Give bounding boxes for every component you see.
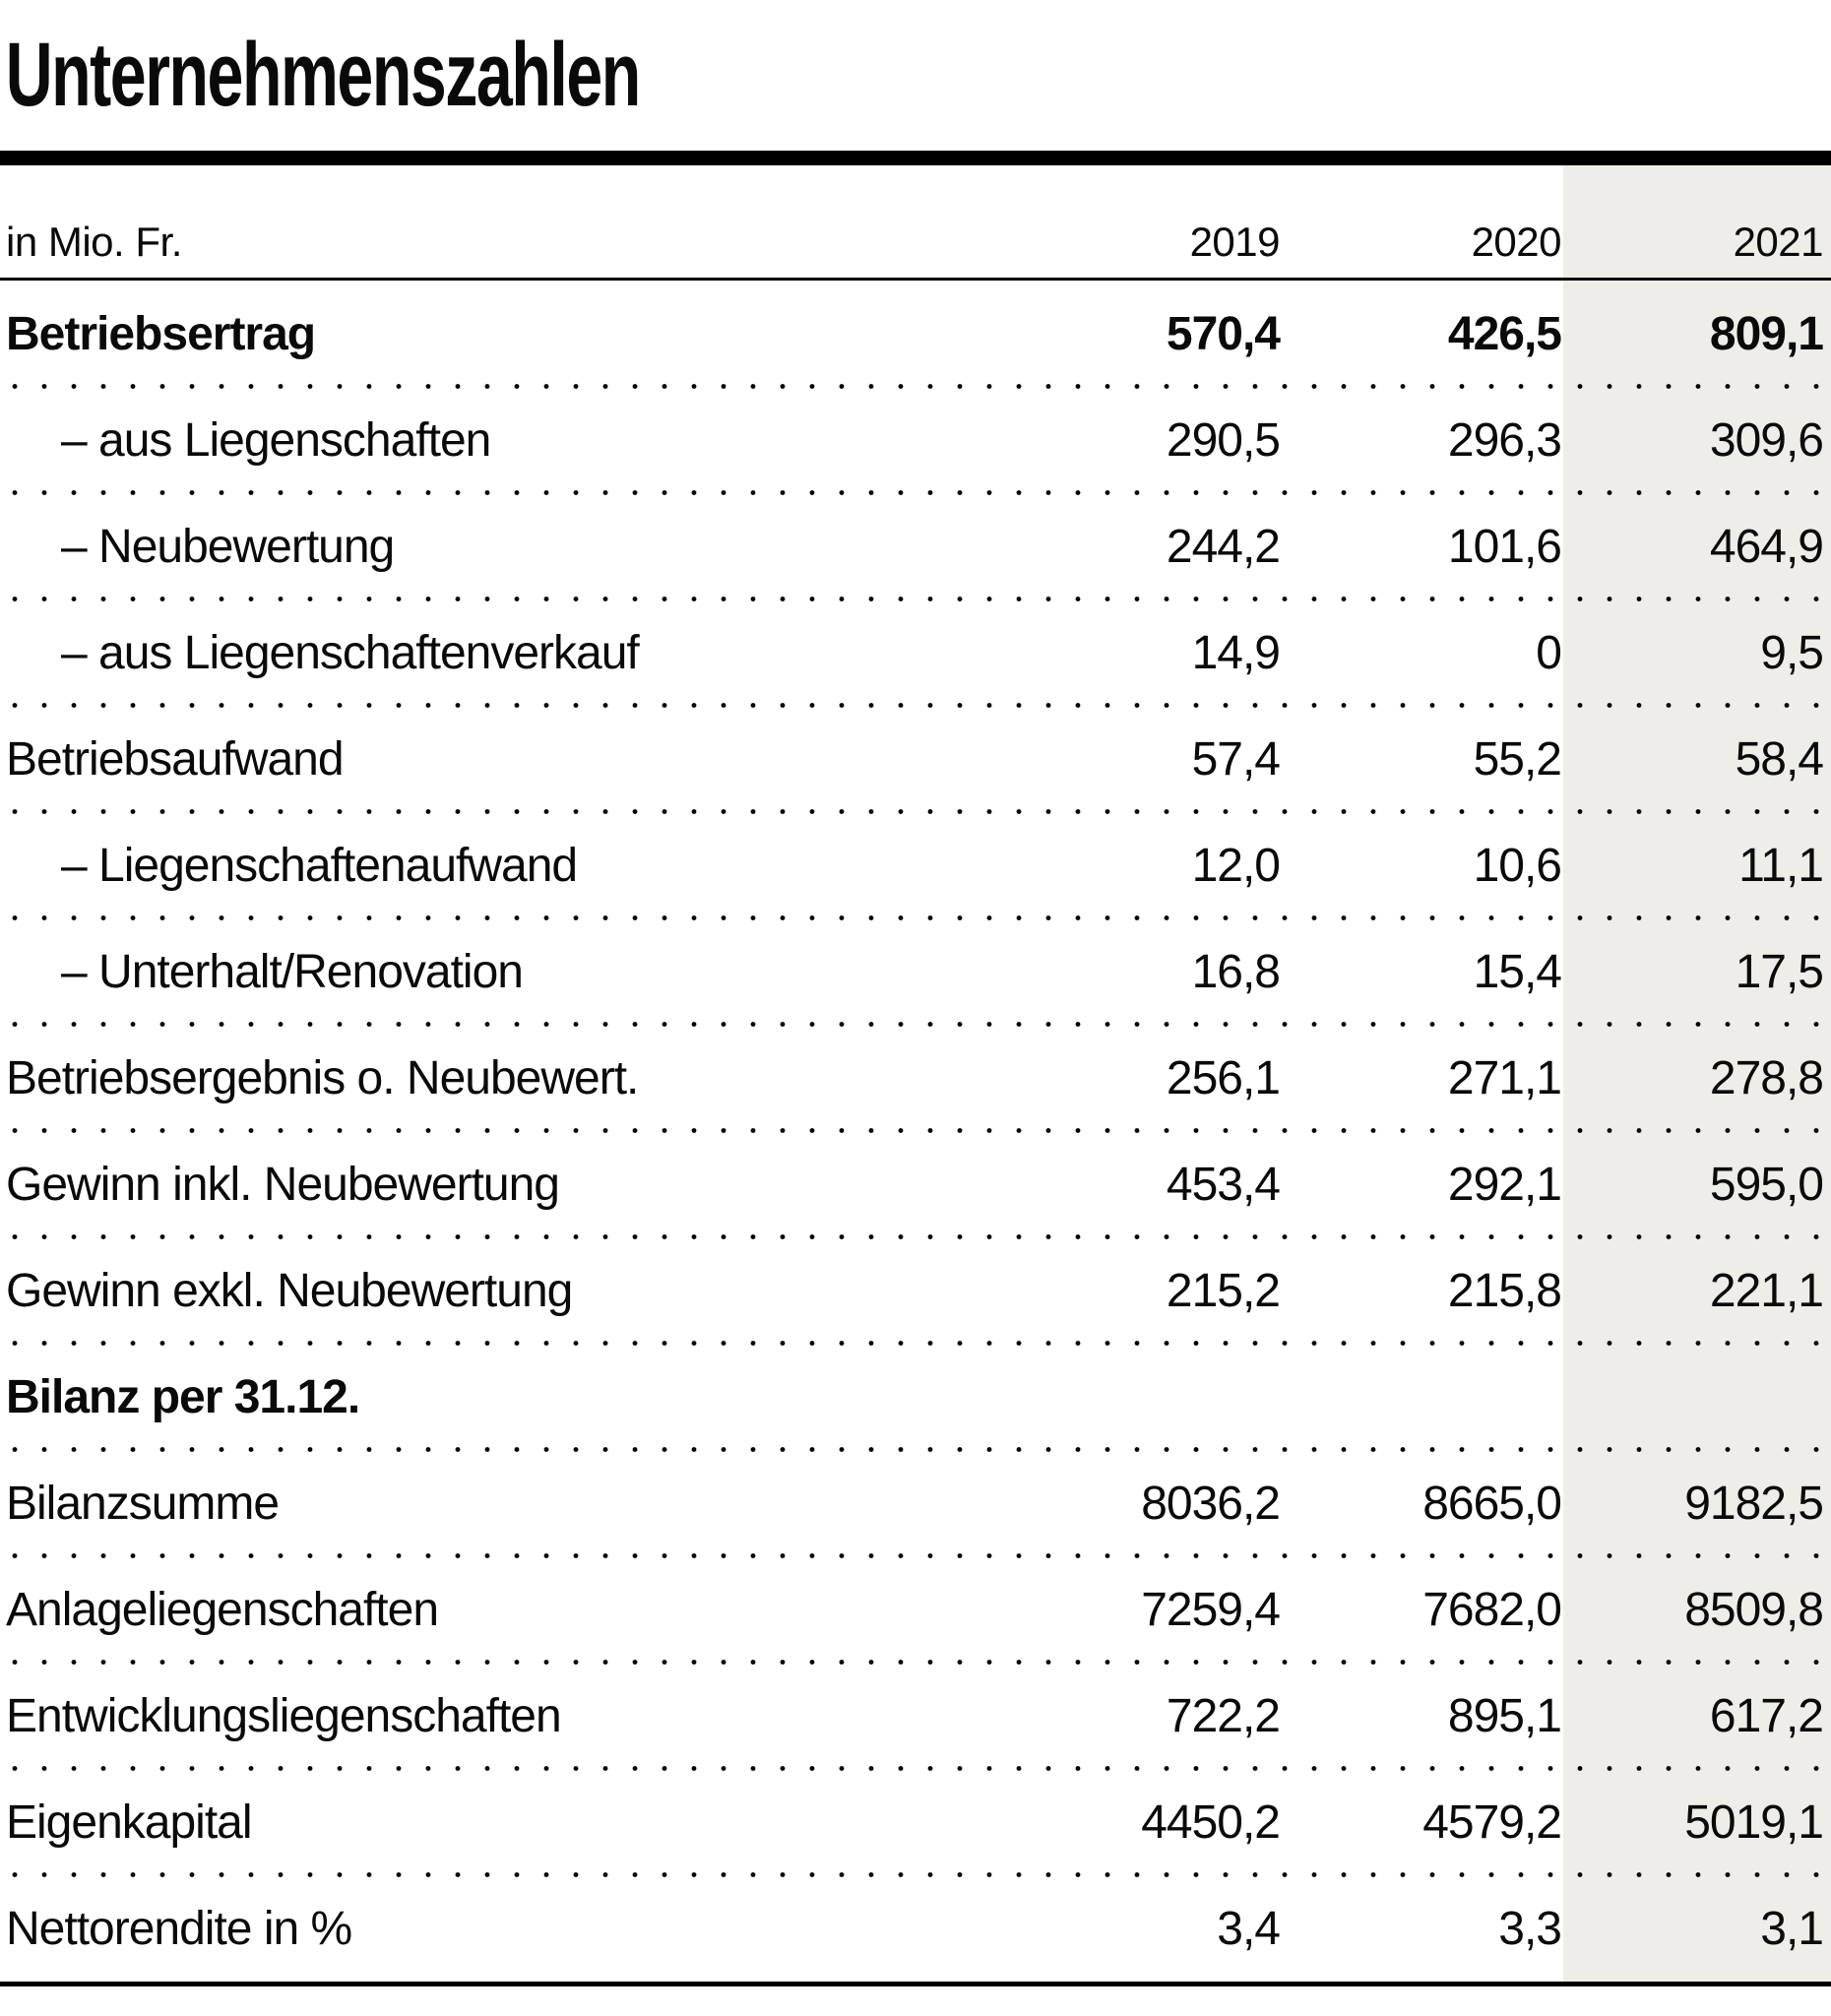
row-label: Gewinn inkl. Neubewertung — [6, 1158, 560, 1211]
value-2019: 290,5 — [1166, 413, 1281, 467]
bottom-border — [0, 1982, 1831, 1986]
value-2021: 9182,5 — [1684, 1477, 1824, 1530]
row-label: – aus Liegenschaftenverkauf — [61, 626, 640, 679]
row-bilanzsumme: Bilanzsumme 8036,2 8665,0 9182,5 — [0, 1450, 1831, 1558]
row-label: Bilanzsumme — [6, 1477, 280, 1530]
value-2021: 809,1 — [1709, 307, 1824, 360]
value-2021: 278,8 — [1709, 1051, 1824, 1104]
row-gewinn-inkl-neubewertung: Gewinn inkl. Neubewertung 453,4 292,1 59… — [0, 1131, 1831, 1239]
row-label: Anlageliegenschaften — [6, 1583, 439, 1636]
row-label: – aus Liegenschaften — [61, 413, 491, 467]
value-2021: 11,1 — [1738, 839, 1824, 892]
page-title: Unternehmenszahlen — [5, 25, 641, 125]
value-2019: 4450,2 — [1141, 1796, 1281, 1849]
row-label: Entwicklungsliegenschaften — [6, 1689, 562, 1742]
row-liegenschaftenaufwand: – Liegenschaftenaufwand 12,0 10,6 11,1 — [0, 812, 1831, 920]
row-aus-liegenschaftenverkauf: – aus Liegenschaftenverkauf 14,9 0 9,5 — [0, 599, 1831, 708]
value-2021: 17,5 — [1735, 945, 1824, 998]
value-2019: 453,4 — [1166, 1158, 1281, 1211]
value-2021: 309,6 — [1709, 413, 1824, 467]
row-label: Eigenkapital — [6, 1796, 253, 1849]
value-2020: 292,1 — [1447, 1158, 1562, 1211]
value-2020: 8665,0 — [1422, 1477, 1562, 1530]
value-2020: 10,6 — [1473, 839, 1562, 892]
row-nettorendite: Nettorendite in % 3,4 3,3 3,1 — [0, 1875, 1831, 1982]
value-2021: 595,0 — [1709, 1158, 1824, 1211]
title-divider — [0, 151, 1831, 165]
row-label: – Neubewertung — [61, 520, 395, 573]
value-2019: 256,1 — [1166, 1051, 1281, 1104]
value-2020: 15,4 — [1473, 945, 1562, 998]
row-betriebsaufwand: Betriebsaufwand 57,4 55,2 58,4 — [0, 706, 1831, 814]
row-label: Betriebsergebnis o. Neubewert. — [6, 1051, 639, 1104]
value-2019: 57,4 — [1191, 732, 1281, 786]
row-anlageliegenschaften: Anlageliegenschaften 7259,4 7682,0 8509,… — [0, 1556, 1831, 1665]
value-2019: 215,2 — [1166, 1264, 1281, 1317]
value-2019: 570,4 — [1166, 307, 1281, 360]
row-eigenkapital: Eigenkapital 4450,2 4579,2 5019,1 — [0, 1769, 1831, 1877]
company-figures-table: in Mio. Fr. 2019 2020 2021 Betriebsertra… — [0, 165, 1831, 1986]
row-entwicklungsliegenschaften: Entwicklungsliegenschaften 722,2 895,1 6… — [0, 1663, 1831, 1771]
value-2019: 244,2 — [1166, 520, 1281, 573]
row-betriebsertrag: Betriebsertrag 570,4 426,5 809,1 — [0, 281, 1831, 389]
row-label: Gewinn exkl. Neubewertung — [6, 1264, 573, 1317]
row-betriebsergebnis: Betriebsergebnis o. Neubewert. 256,1 271… — [0, 1025, 1831, 1133]
value-2021: 3,1 — [1760, 1902, 1824, 1955]
row-gewinn-exkl-neubewertung: Gewinn exkl. Neubewertung 215,2 215,8 22… — [0, 1237, 1831, 1346]
year-header-2021: 2021 — [1733, 219, 1824, 265]
value-2020: 3,3 — [1498, 1902, 1562, 1955]
value-2020: 895,1 — [1447, 1689, 1562, 1742]
row-label: Betriebsertrag — [6, 307, 316, 360]
row-aus-liegenschaften: – aus Liegenschaften 290,5 296,3 309,6 — [0, 387, 1831, 495]
value-2019: 8036,2 — [1141, 1477, 1281, 1530]
section-header-label: Bilanz per 31.12. — [6, 1370, 360, 1423]
value-2020: 426,5 — [1447, 307, 1562, 360]
value-2020: 7682,0 — [1422, 1583, 1562, 1636]
row-neubewertung: – Neubewertung 244,2 101,6 464,9 — [0, 493, 1831, 601]
value-2020: 271,1 — [1447, 1051, 1562, 1104]
value-2021: 617,2 — [1709, 1689, 1824, 1742]
value-2021: 5019,1 — [1684, 1796, 1824, 1849]
title-block: Unternehmenszahlen — [0, 0, 1831, 151]
value-2021: 58,4 — [1735, 732, 1824, 786]
value-2021: 9,5 — [1760, 626, 1824, 679]
value-2019: 7259,4 — [1141, 1583, 1281, 1636]
highlight-2021-column — [1563, 165, 1831, 1986]
year-header-2020: 2020 — [1471, 219, 1562, 265]
value-2021: 8509,8 — [1684, 1583, 1824, 1636]
value-2020: 4579,2 — [1422, 1796, 1562, 1849]
table-body: Betriebsertrag 570,4 426,5 809,1 – aus L… — [0, 281, 1831, 1982]
value-2020: 296,3 — [1447, 413, 1562, 467]
value-2019: 12,0 — [1191, 839, 1281, 892]
value-2020: 215,8 — [1447, 1264, 1562, 1317]
value-2019: 16,8 — [1191, 945, 1281, 998]
value-2019: 14,9 — [1191, 626, 1281, 679]
row-label: Betriebsaufwand — [6, 732, 345, 786]
value-2019: 722,2 — [1166, 1689, 1281, 1742]
row-section-bilanz: Bilanz per 31.12. — [0, 1344, 1831, 1452]
table-header-row: in Mio. Fr. 2019 2020 2021 — [0, 165, 1831, 278]
unit-label: in Mio. Fr. — [6, 219, 182, 265]
row-label: – Unterhalt/Renovation — [61, 945, 524, 998]
row-unterhalt-renovation: – Unterhalt/Renovation 16,8 15,4 17,5 — [0, 918, 1831, 1027]
value-2019: 3,4 — [1217, 1902, 1281, 1955]
row-label: – Liegenschaftenaufwand — [61, 839, 578, 892]
value-2020: 55,2 — [1473, 732, 1562, 786]
value-2020: 101,6 — [1447, 520, 1562, 573]
value-2020: 0 — [1536, 626, 1562, 679]
year-header-2019: 2019 — [1189, 219, 1281, 265]
header-divider — [0, 278, 1831, 281]
value-2021: 464,9 — [1709, 520, 1824, 573]
row-label: Nettorendite in % — [6, 1902, 352, 1955]
value-2021: 221,1 — [1709, 1264, 1824, 1317]
